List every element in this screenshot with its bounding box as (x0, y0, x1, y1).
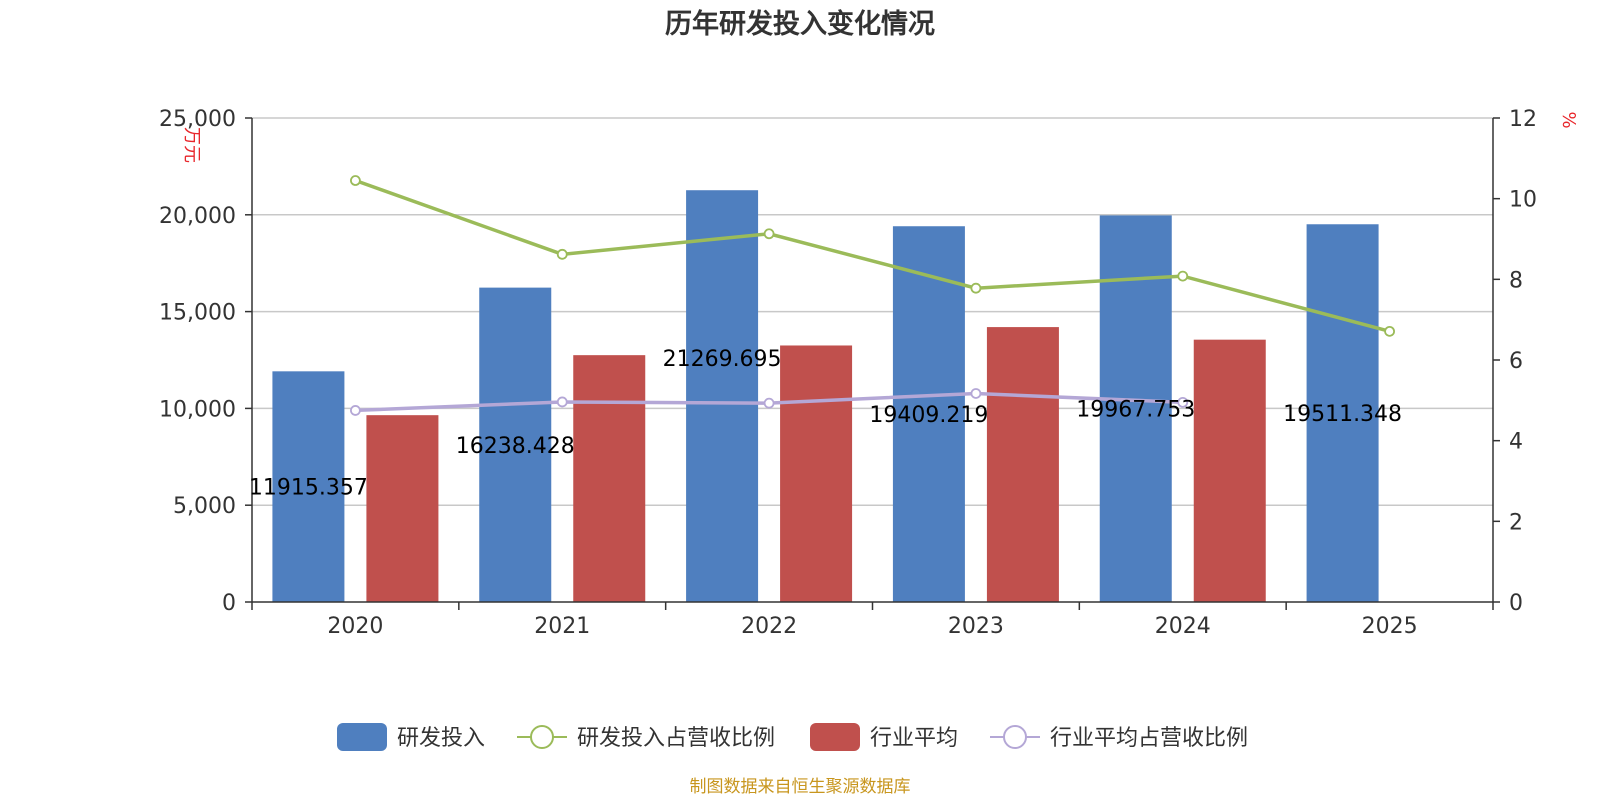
bar (272, 371, 345, 602)
data-label: 19511.348 (1283, 402, 1402, 427)
line-point (1384, 325, 1395, 337)
data-label: 19967.753 (1076, 398, 1195, 423)
grid (252, 117, 1493, 506)
line-point (556, 396, 568, 408)
axes: 0 5,000 10,000 15,000 20,000 25,000 0 2 4 6 8 10 12 2… (159, 107, 1537, 639)
series-line (354, 178, 1391, 334)
y-left-unit: 万元 (181, 127, 202, 163)
line-point (970, 282, 982, 294)
line-point (763, 228, 775, 240)
data-label: 16238.428 (456, 434, 575, 459)
bar (892, 226, 965, 602)
chart-title: 历年研发投入变化情况 (665, 8, 935, 40)
lines (350, 175, 1395, 416)
legend-label: 行业平均占营收比例 (1050, 726, 1248, 751)
y-right-tick-label: 2 (1509, 510, 1523, 535)
bar (1306, 224, 1379, 602)
legend: 研发投入 研发投入占营收比例 行业平均 行业平均占营收比例 (337, 723, 1248, 751)
legend-label: 研发投入 (397, 726, 485, 751)
bar (573, 355, 646, 602)
y-right-tick-label: 12 (1509, 107, 1537, 132)
legend-label: 研发投入占营收比例 (577, 726, 775, 751)
line-point (556, 248, 568, 260)
y-right-tick-label: 6 (1509, 349, 1523, 374)
y-left-tick-label: 15,000 (159, 301, 236, 326)
legend-swatch (810, 723, 860, 751)
legend-label: 行业平均 (870, 726, 958, 751)
x-tick-label: 2020 (327, 614, 383, 639)
line-point (763, 397, 775, 409)
y-left-tick-label: 0 (222, 591, 236, 616)
x-tick-label: 2025 (1362, 614, 1418, 639)
y-right-tick-label: 10 (1509, 188, 1537, 213)
bar (479, 287, 552, 602)
data-label: 19409.219 (869, 403, 988, 428)
bars (272, 190, 1379, 603)
bar (780, 345, 853, 602)
legend-marker (1003, 725, 1027, 749)
y-left-tick-label: 10,000 (159, 397, 236, 422)
data-label: 21269.695 (663, 347, 782, 372)
line-point (1177, 396, 1189, 408)
line-point (1177, 270, 1189, 282)
y-right-unit: % (1558, 111, 1579, 128)
legend-swatch (337, 723, 387, 751)
bar (986, 327, 1059, 602)
x-tick-label: 2024 (1155, 614, 1211, 639)
x-tick-label: 2021 (534, 614, 590, 639)
line-point (350, 405, 361, 416)
bar (686, 190, 759, 603)
data-labels: 11915.357 16238.428 21269.695 19409.219 1996… (249, 347, 1402, 501)
y-right-tick-label: 4 (1509, 430, 1523, 455)
y-left-tick-label: 5,000 (173, 494, 236, 519)
source-note: 制图数据来自恒生聚源数据库 (690, 777, 911, 797)
line-point (350, 175, 361, 186)
bar (1193, 339, 1266, 602)
x-tick-label: 2022 (741, 614, 797, 639)
bar (366, 415, 439, 602)
y-right-tick-label: 0 (1509, 591, 1523, 616)
y-right-tick-label: 8 (1509, 268, 1523, 293)
legend-marker (530, 725, 554, 749)
data-label: 11915.357 (249, 476, 368, 501)
y-left-tick-label: 25,000 (159, 107, 236, 132)
line-point (970, 388, 982, 399)
x-tick-label: 2023 (948, 614, 1004, 639)
y-left-tick-label: 20,000 (159, 204, 236, 229)
